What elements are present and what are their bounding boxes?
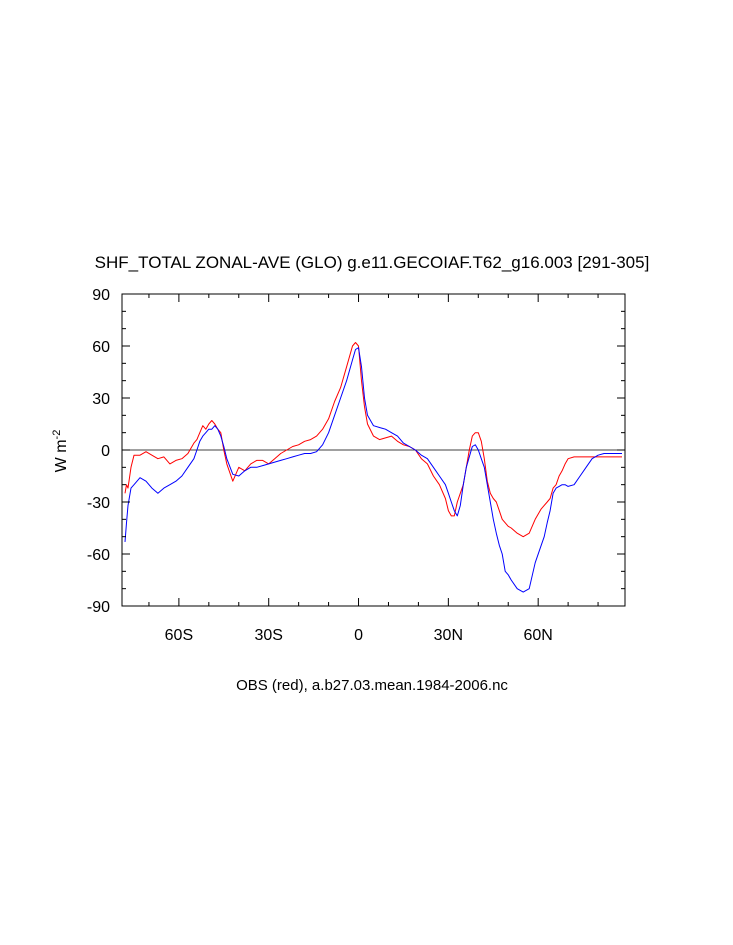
y-tick-label: 60 — [92, 339, 110, 356]
y-tick-label: 0 — [101, 443, 110, 460]
x-tick-label: 30N — [434, 627, 463, 644]
x-tick-label: 60S — [165, 627, 193, 644]
series-line-2 — [124, 347, 622, 593]
y-axis-label-text: W m — [53, 439, 70, 472]
y-tick-label: -60 — [87, 547, 110, 564]
x-tick-label: 0 — [354, 627, 363, 644]
y-axis-label-superscript: -2 — [51, 430, 63, 440]
y-tick-label: -90 — [87, 599, 110, 616]
caption: OBS (red), a.b27.03.mean.1984-2006.nc — [236, 677, 508, 694]
series-line-1 — [124, 342, 622, 538]
y-tick-label: -30 — [87, 495, 110, 512]
chart-title: SHF_TOTAL ZONAL-AVE (GLO) g.e11.GECOIAF.… — [95, 253, 650, 272]
y-tick-label: 30 — [92, 391, 110, 408]
y-tick-label: 90 — [92, 287, 110, 304]
plot-area: 90 60 30 0 -30 -60 -90 60S 30S 0 30N 60N — [87, 287, 626, 644]
y-axis-label: W m-2 — [51, 430, 70, 473]
x-tick-label: 60N — [523, 627, 552, 644]
x-tick-label: 30S — [254, 627, 282, 644]
